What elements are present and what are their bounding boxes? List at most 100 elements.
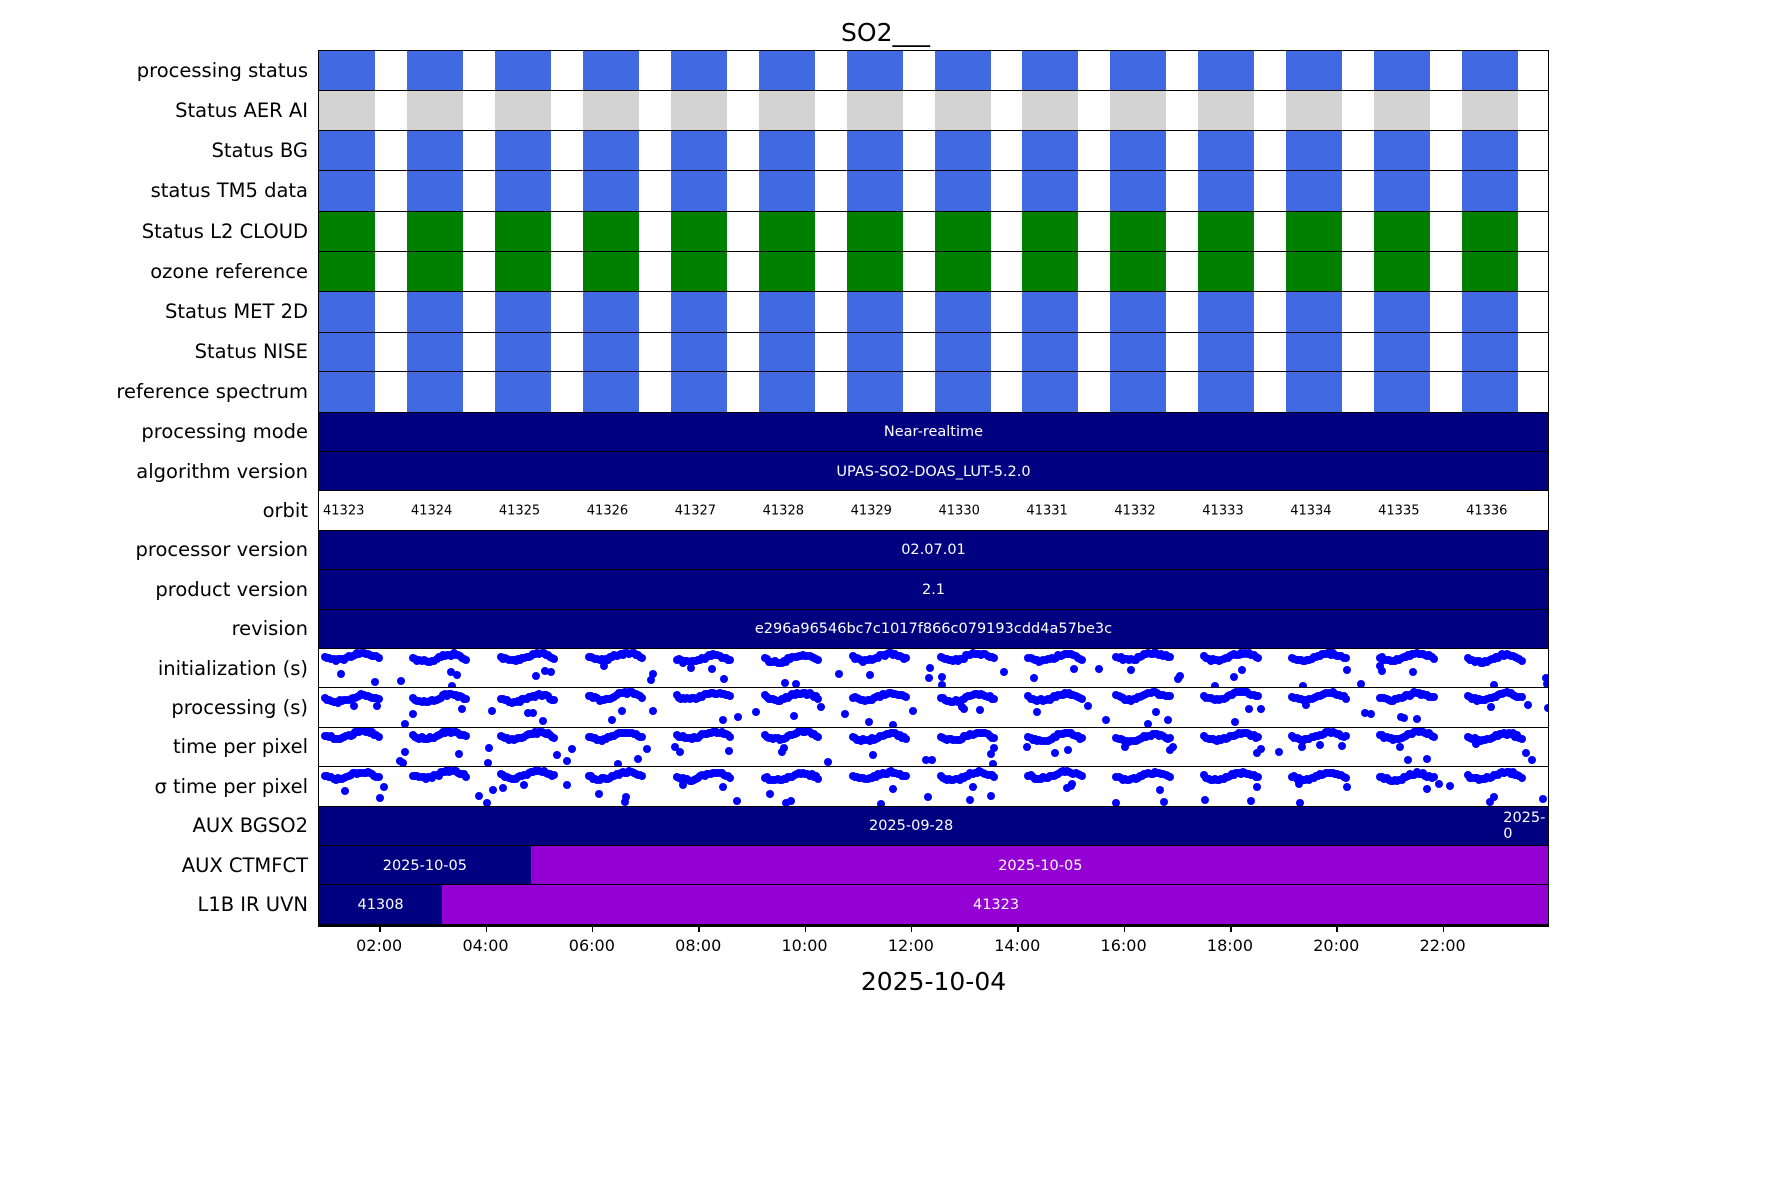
aux-bar-segment: 41323 [442,885,1548,925]
data-point [550,655,559,664]
status-block [935,130,991,171]
data-point-outlier [1164,716,1172,725]
status-block [1374,91,1430,131]
data-point-outlier [718,782,727,791]
data-point [1253,732,1262,741]
status-block [1462,292,1518,333]
orbit-number: 41335 [1378,503,1420,519]
status-block [1110,91,1166,131]
status-block [319,130,375,171]
data-point-outlier [489,785,498,794]
status-block [1374,171,1430,212]
orbit-number: 41333 [1202,503,1244,519]
row-track-segments [318,371,1549,414]
status-block [1462,372,1518,413]
data-point-outlier [622,792,631,801]
status-block [495,292,551,333]
data-point-outlier [1423,785,1432,794]
data-point-outlier [987,750,995,759]
x-tick-label: 14:00 [994,936,1041,956]
data-point-outlier [1543,679,1548,688]
data-point [1517,693,1526,702]
data-point-outlier [1403,755,1412,764]
row-track-bars: 41308 41323 [318,884,1549,926]
aux-bar-label: 41323 [972,896,1020,913]
data-point-outlier [733,712,742,721]
data-point-outlier [732,796,741,805]
status-block [935,171,991,212]
data-point-outlier [1176,672,1185,681]
status-block [935,332,991,372]
status-block [1286,292,1342,333]
data-point [990,734,998,743]
orbit-number: 41332 [1114,503,1156,519]
x-tick-label: 04:00 [462,936,509,956]
orbit-number: 41328 [762,503,804,519]
data-point [902,772,910,781]
data-point-outlier [1252,782,1261,791]
status-block [1374,372,1430,413]
data-point-outlier [1296,799,1304,807]
status-block [759,130,815,171]
status-block [1198,51,1254,91]
data-point [1429,655,1438,664]
data-point-outlier [1397,712,1405,721]
data-point [1165,692,1174,701]
data-point-outlier [925,663,934,672]
data-point-outlier [396,676,405,685]
data-point-outlier [1069,665,1078,674]
status-block [1198,211,1254,252]
orbit-number: 41336 [1466,503,1508,519]
status-block [407,211,463,252]
x-tick-mark [485,925,488,933]
data-point-outlier [988,760,997,767]
data-point-outlier [401,748,410,757]
status-block [495,372,551,413]
status-block [1286,51,1342,91]
status-block [319,332,375,372]
status-block [1286,252,1342,292]
row-label-status-nise: Status NISE [194,340,308,364]
row-label-revision: revision [231,617,308,641]
data-point [374,772,383,781]
data-point-outlier [1156,786,1165,795]
data-point-outlier [617,707,626,716]
data-point-outlier [708,665,717,674]
status-block [671,171,727,212]
x-tick-mark [698,925,700,933]
data-point-outlier [1445,781,1454,790]
data-point-outlier [787,797,796,806]
data-point-outlier [968,783,977,792]
status-block [583,211,639,252]
data-point-outlier [1143,720,1152,728]
status-block [1374,51,1430,91]
data-point-outlier [649,670,658,679]
data-point [1165,653,1174,661]
data-point [990,654,998,662]
status-block [935,252,991,292]
status-block [847,372,903,413]
status-block [671,211,727,252]
data-point-outlier [539,716,548,725]
data-point-outlier [1342,782,1351,791]
status-block [935,51,991,91]
data-point-outlier [1033,707,1042,716]
row-track-full: 2.1 [318,569,1549,611]
aux-bar-segment: 41308 [319,885,443,925]
row-track-segments [318,331,1549,373]
data-point-outlier [823,757,832,766]
status-block [583,130,639,171]
status-block [495,252,551,292]
orbit-number: 41329 [850,503,892,519]
status-block [319,51,375,91]
data-point [902,734,910,743]
status-block [759,171,815,212]
data-point-outlier [765,789,774,798]
data-point-outlier [1253,749,1262,758]
status-block [1286,372,1342,413]
status-block [1198,332,1254,372]
data-point [550,770,559,779]
data-point-outlier [1298,742,1306,751]
data-point [462,655,471,664]
data-point-outlier [986,791,995,800]
